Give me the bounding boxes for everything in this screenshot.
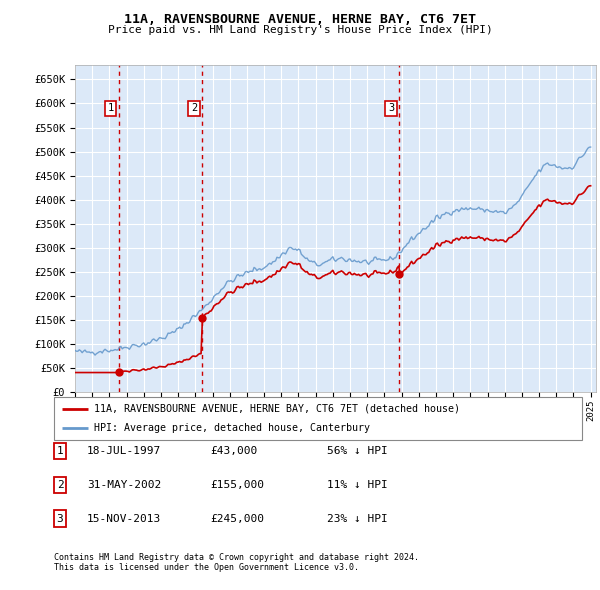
Text: £43,000: £43,000: [210, 447, 257, 456]
Text: £155,000: £155,000: [210, 480, 264, 490]
Text: £245,000: £245,000: [210, 514, 264, 523]
Text: 11A, RAVENSBOURNE AVENUE, HERNE BAY, CT6 7ET (detached house): 11A, RAVENSBOURNE AVENUE, HERNE BAY, CT6…: [94, 404, 460, 414]
Text: 1: 1: [56, 447, 64, 456]
Text: 56% ↓ HPI: 56% ↓ HPI: [327, 447, 388, 456]
Text: HPI: Average price, detached house, Canterbury: HPI: Average price, detached house, Cant…: [94, 423, 370, 433]
Text: 2: 2: [191, 103, 197, 113]
Text: Price paid vs. HM Land Registry's House Price Index (HPI): Price paid vs. HM Land Registry's House …: [107, 25, 493, 35]
Text: This data is licensed under the Open Government Licence v3.0.: This data is licensed under the Open Gov…: [54, 563, 359, 572]
Text: 31-MAY-2002: 31-MAY-2002: [87, 480, 161, 490]
Text: 11A, RAVENSBOURNE AVENUE, HERNE BAY, CT6 7ET: 11A, RAVENSBOURNE AVENUE, HERNE BAY, CT6…: [124, 13, 476, 26]
Text: 2: 2: [56, 480, 64, 490]
FancyBboxPatch shape: [54, 397, 582, 440]
Text: 3: 3: [56, 514, 64, 523]
Text: 11% ↓ HPI: 11% ↓ HPI: [327, 480, 388, 490]
Text: 23% ↓ HPI: 23% ↓ HPI: [327, 514, 388, 523]
Text: 3: 3: [388, 103, 394, 113]
Text: 1: 1: [107, 103, 113, 113]
Text: 15-NOV-2013: 15-NOV-2013: [87, 514, 161, 523]
Text: 18-JUL-1997: 18-JUL-1997: [87, 447, 161, 456]
Text: Contains HM Land Registry data © Crown copyright and database right 2024.: Contains HM Land Registry data © Crown c…: [54, 553, 419, 562]
